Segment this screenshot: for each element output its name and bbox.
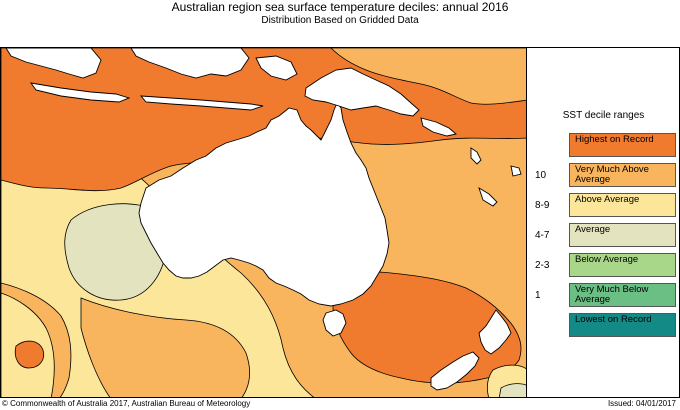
land-fiji: [510, 165, 522, 177]
legend-item-swatch: [569, 313, 676, 337]
region-average-se2: [498, 383, 526, 397]
page-title: Australian region sea surface temperatur…: [171, 0, 509, 14]
land-tasmania: [322, 309, 347, 337]
land-nz-north: [478, 309, 512, 355]
legend-title: SST decile ranges: [562, 110, 645, 121]
legend-item-range: 4-7: [535, 230, 550, 241]
land-timor-chain: [139, 95, 264, 111]
land-nz-south: [430, 351, 480, 391]
legend-item-label: Above Average: [575, 194, 640, 205]
legend-item: 1 Very Much Below Average: [527, 283, 680, 308]
copyright-text: © Commonwealth of Australia 2017, Austra…: [2, 399, 251, 408]
land-maluku: [255, 55, 298, 81]
legend-item: 2-3 Below Average: [527, 253, 680, 278]
legend-item: 10 Very Much Above Average: [527, 163, 680, 188]
legend-item-swatch: [569, 163, 676, 187]
legend-item: Lowest on Record: [527, 313, 680, 338]
legend-item-swatch: [569, 223, 676, 247]
legend-item-label: Highest on Record: [575, 134, 654, 145]
land-australia: [138, 102, 390, 307]
issued-date: Issued: 04/01/2017: [607, 399, 676, 408]
map-svg: [1, 48, 526, 397]
legend-item: Highest on Record: [527, 133, 680, 158]
land-new-caledonia: [478, 186, 498, 207]
land-sulawesi: [130, 48, 250, 79]
legend-item-range: 10: [535, 170, 547, 181]
legend-item-label: Average: [575, 224, 611, 235]
sst-decile-map: [0, 47, 527, 398]
land-solomon: [420, 117, 457, 137]
legend-item-range: 2-3: [535, 260, 550, 271]
legend-item-swatch: [569, 193, 676, 217]
legend-item-range: 1: [535, 290, 541, 301]
legend-item-label: Very Much Below Average: [575, 284, 649, 305]
land-java: [30, 82, 131, 103]
legend-item: 4-7 Average: [527, 223, 680, 248]
region-average-west: [64, 203, 169, 301]
legend-item-label: Below Average: [575, 254, 639, 265]
land-vanuatu: [470, 147, 482, 165]
page-subtitle: Distribution Based on Gridded Data: [261, 15, 419, 26]
region-vmaa-south: [80, 297, 251, 397]
legend-item-swatch: [569, 283, 676, 307]
legend-item-range: 8-9: [535, 200, 550, 211]
legend-panel: SST decile ranges Highest on Record 10 Ver…: [527, 47, 680, 398]
legend-item-label: Lowest on Record: [575, 314, 652, 325]
legend-item-swatch: [569, 133, 676, 157]
legend-item-label: Very Much Above Average: [575, 164, 649, 185]
region-vmaa-northeast: [330, 48, 526, 105]
legend-item: 8-9 Above Average: [527, 193, 680, 218]
land-new-guinea: [304, 67, 420, 117]
legend-item-swatch: [569, 253, 676, 277]
region-highest-sw-patch: [14, 340, 45, 369]
land-borneo-sumatra: [5, 48, 102, 79]
